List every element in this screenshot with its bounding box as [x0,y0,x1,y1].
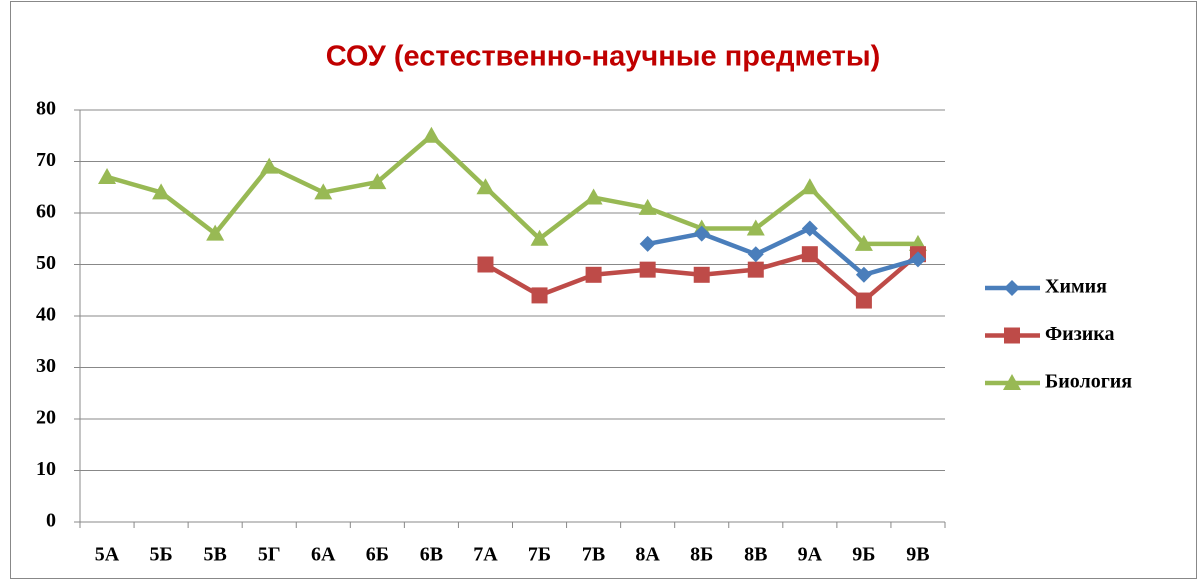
y-tick-label: 60 [36,201,56,223]
data-point [476,178,495,195]
x-tick-label: 9Б [852,544,875,566]
data-point [638,198,657,215]
y-tick-label: 0 [46,510,56,532]
x-tick-label: 5В [203,544,226,566]
data-point [368,173,387,190]
data-point [747,261,764,278]
x-tick-label: 5Г [258,544,281,566]
data-point [530,229,549,246]
legend-marker [1004,327,1020,344]
data-point [260,157,279,174]
x-tick-label: 6А [311,544,336,566]
data-point [206,224,225,241]
data-point [854,234,873,251]
x-tick-label: 6В [420,544,443,566]
series-line [106,133,918,247]
legend-marker [1003,374,1021,390]
legend-label: Биология [1045,371,1132,393]
data-point [639,261,656,278]
x-tick-label: 8Б [690,544,713,566]
data-point [639,235,656,252]
x-tick-label: 8В [744,544,767,566]
data-point [909,251,926,268]
x-tick-label: 7В [582,544,605,566]
legend-label: Химия [1045,276,1107,298]
series-line [647,226,919,278]
y-tick-label: 50 [36,252,56,274]
x-tick-label: 7Б [528,544,551,566]
data-point [855,292,872,309]
y-tick-label: 10 [36,458,56,480]
x-tick-label: 7А [473,544,498,566]
data-point [152,183,171,200]
legend-marker [1004,280,1020,296]
data-point [585,266,602,283]
data-point [801,246,818,263]
legend-label: Физика [1045,323,1114,345]
x-tick-label: 9А [798,544,823,566]
data-point [800,178,819,195]
data-point [531,287,548,304]
data-point [693,225,710,242]
y-tick-label: 20 [36,407,56,429]
x-tick-label: 5Б [149,544,172,566]
y-tick-label: 80 [36,98,56,120]
data-point [855,266,872,283]
data-point [314,183,333,200]
data-point [801,220,818,237]
data-point [422,126,441,143]
x-tick-label: 9В [906,544,929,566]
data-point [98,167,117,184]
x-tick-label: 6Б [366,544,389,566]
y-tick-label: 70 [36,149,56,171]
chart-title: СОУ (естественно-научные предметы) [326,41,881,73]
data-point [747,246,764,263]
x-tick-label: 8А [635,544,660,566]
y-tick-label: 30 [36,355,56,377]
y-tick-label: 40 [36,304,56,326]
data-point [746,219,765,236]
data-point [693,266,710,283]
data-point [584,188,603,205]
x-tick-label: 5А [95,544,120,566]
data-point [477,256,494,273]
